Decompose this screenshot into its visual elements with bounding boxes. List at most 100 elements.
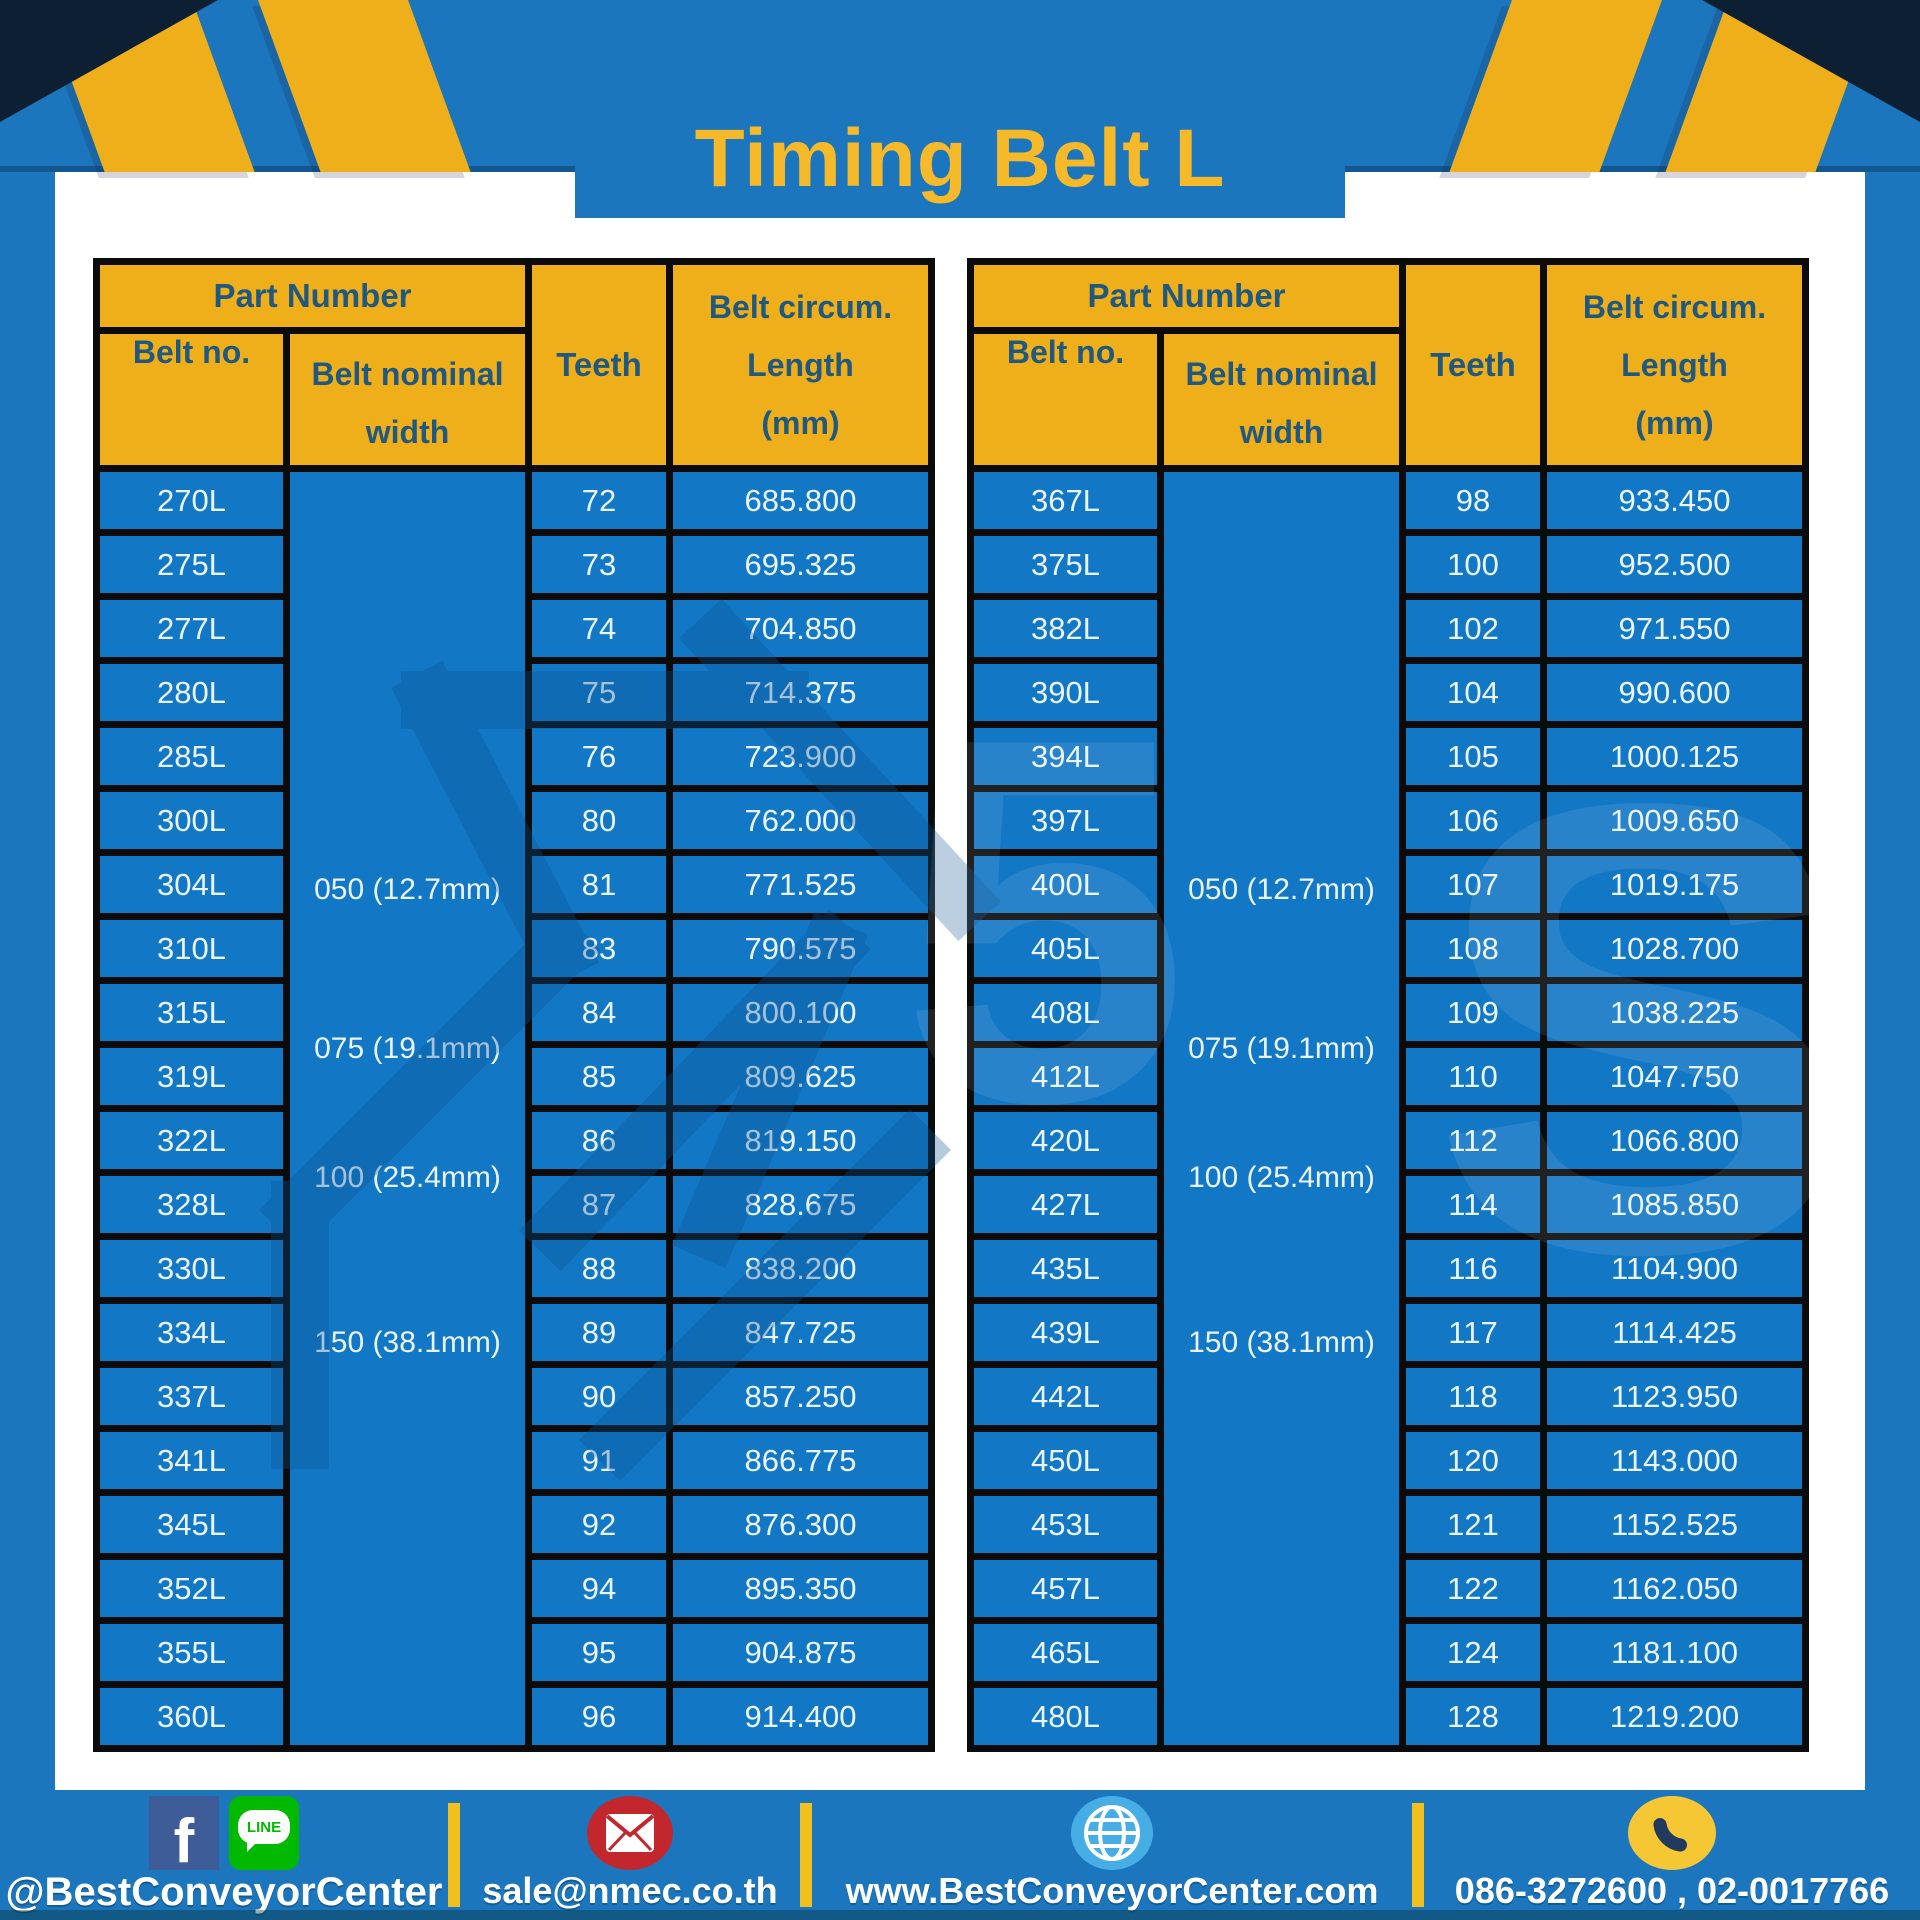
belt-no-cell: 330L	[93, 1233, 290, 1304]
length-cell: 1000.125	[1540, 721, 1809, 792]
table-row: 352L 94 895.350	[93, 1553, 935, 1624]
table-row: 453L 121 1152.525	[967, 1489, 1809, 1560]
spec-table-right: Part Number Teeth Belt circum. Length (m…	[967, 258, 1809, 1752]
length-cell: 819.150	[666, 1105, 935, 1176]
belt-no-cell: 450L	[967, 1425, 1164, 1496]
length-cell: 685.800	[666, 465, 935, 536]
teeth-cell: 92	[525, 1489, 673, 1560]
belt-no-cell: 382L	[967, 593, 1164, 664]
teeth-cell: 118	[1399, 1361, 1547, 1432]
belt-no-cell: 360L	[93, 1681, 290, 1752]
social-handle: @BestConveyorCenter	[5, 1870, 443, 1914]
belt-nominal-width-header: Belt nominal width	[1157, 326, 1406, 473]
teeth-cell: 95	[525, 1617, 673, 1688]
teeth-cell: 89	[525, 1297, 673, 1368]
belt-width-merged-cell: 050 (12.7mm) 075 (19.1mm) 100 (25.4mm) 150 …	[283, 465, 532, 1752]
belt-circum-line: (mm)	[1635, 405, 1714, 441]
teeth-cell: 104	[1399, 657, 1547, 728]
belt-circum-header: Belt circum. Length (mm)	[666, 258, 935, 472]
length-cell: 1152.525	[1540, 1489, 1809, 1560]
belt-no-cell: 457L	[967, 1553, 1164, 1624]
teeth-cell: 109	[1399, 977, 1547, 1048]
hazard-stripe	[258, 0, 471, 172]
belt-no-cell: 319L	[93, 1041, 290, 1112]
length-cell: 704.850	[666, 593, 935, 664]
length-cell: 1181.100	[1540, 1617, 1809, 1688]
table-row: 408L 109 1038.225	[967, 977, 1809, 1048]
table-row: 397L 106 1009.650	[967, 785, 1809, 856]
teeth-cell: 91	[525, 1425, 673, 1496]
table-subheader-row: Belt no. Belt nominal width	[93, 326, 932, 473]
belt-width-label: 075 (19.1mm)	[1188, 1032, 1375, 1065]
length-cell: 828.675	[666, 1169, 935, 1240]
belt-no-cell: 427L	[967, 1169, 1164, 1240]
table-row: 435L 116 1104.900	[967, 1233, 1809, 1304]
footer-phone-section: 086-3272600 , 02-0017766	[1424, 1790, 1920, 1920]
belt-no-cell: 375L	[967, 529, 1164, 600]
table-row: 337L 90 857.250	[93, 1361, 935, 1432]
length-cell: 714.375	[666, 657, 935, 728]
belt-no-cell: 328L	[93, 1169, 290, 1240]
belt-no-cell: 270L	[93, 465, 290, 536]
belt-circum-line: (mm)	[761, 405, 840, 441]
table-row: 277L 74 704.850	[93, 593, 935, 664]
email-icon	[587, 1796, 673, 1870]
table-row: 330L 88 838.200	[93, 1233, 935, 1304]
belt-no-cell: 322L	[93, 1105, 290, 1176]
footer-website-section: www.BestConveyorCenter.com	[812, 1790, 1412, 1920]
teeth-cell: 121	[1399, 1489, 1547, 1560]
belt-no-cell: 390L	[967, 657, 1164, 728]
belt-no-cell: 285L	[93, 721, 290, 792]
table-row: 304L 81 771.525	[93, 849, 935, 920]
table-row: 270L 050 (12.7mm) 075 (19.1mm) 100 (25.4mm)…	[93, 465, 935, 1752]
footer-email-section: sale@nmec.co.th	[460, 1790, 800, 1920]
length-cell: 876.300	[666, 1489, 935, 1560]
belt-no-cell: 334L	[93, 1297, 290, 1368]
teeth-cell: 102	[1399, 593, 1547, 664]
belt-circum-line: Belt circum.	[1582, 289, 1767, 325]
spec-table-left: Part Number Teeth Belt circum. Length (m…	[93, 258, 935, 1752]
length-cell: 1066.800	[1540, 1105, 1809, 1176]
teeth-cell: 100	[1399, 529, 1547, 600]
belt-width-label: 075 (19.1mm)	[314, 1032, 501, 1065]
teeth-cell: 85	[525, 1041, 673, 1112]
teeth-cell: 73	[525, 529, 673, 600]
hazard-stripe	[1449, 0, 1662, 172]
belt-no-cell: 280L	[93, 657, 290, 728]
teeth-cell: 86	[525, 1105, 673, 1176]
belt-no-cell: 345L	[93, 1489, 290, 1560]
table-row: 355L 95 904.875	[93, 1617, 935, 1688]
belt-no-cell: 367L	[967, 465, 1164, 536]
footer-divider	[800, 1803, 812, 1907]
length-cell: 1019.175	[1540, 849, 1809, 920]
length-cell: 990.600	[1540, 657, 1809, 728]
table-row: 319L 85 809.625	[93, 1041, 935, 1112]
social-icon-row: f LINE	[149, 1796, 299, 1872]
length-cell: 1123.950	[1540, 1361, 1809, 1432]
belt-no-header: Belt no.	[93, 326, 290, 473]
teeth-cell: 110	[1399, 1041, 1547, 1112]
table-row: 315L 84 800.100	[93, 977, 935, 1048]
belt-no-cell: 480L	[967, 1681, 1164, 1752]
table-row: 480L 128 1219.200	[967, 1681, 1809, 1752]
table-row: 382L 102 971.550	[967, 593, 1809, 664]
belt-no-cell: 408L	[967, 977, 1164, 1048]
length-cell: 1009.650	[1540, 785, 1809, 856]
belt-nominal-line: width	[1239, 413, 1324, 450]
teeth-cell: 120	[1399, 1425, 1547, 1496]
length-cell: 952.500	[1540, 529, 1809, 600]
belt-nominal-line: Belt nominal	[1185, 355, 1378, 392]
teeth-cell: 87	[525, 1169, 673, 1240]
belt-no-cell: 439L	[967, 1297, 1164, 1368]
belt-no-cell: 397L	[967, 785, 1164, 856]
teeth-cell: 117	[1399, 1297, 1547, 1368]
teeth-cell: 114	[1399, 1169, 1547, 1240]
title-banner: Timing Belt L	[575, 100, 1345, 218]
length-cell: 933.450	[1540, 465, 1809, 536]
belt-no-cell: 310L	[93, 913, 290, 984]
belt-no-cell: 400L	[967, 849, 1164, 920]
length-cell: 847.725	[666, 1297, 935, 1368]
table-row: 457L 122 1162.050	[967, 1553, 1809, 1624]
belt-no-cell: 277L	[93, 593, 290, 664]
belt-no-header: Belt no.	[967, 326, 1164, 473]
